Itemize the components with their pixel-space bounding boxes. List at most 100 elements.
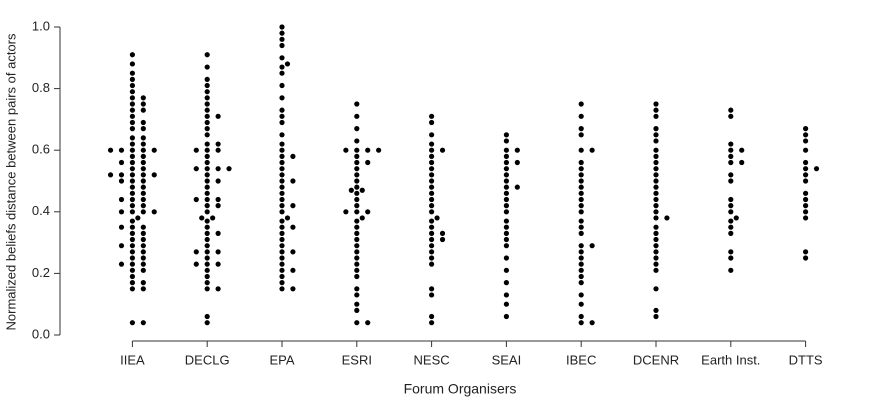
data-point [140, 230, 146, 236]
data-point [354, 113, 360, 119]
data-point [653, 132, 659, 138]
data-point [140, 249, 146, 255]
data-point [439, 230, 446, 236]
data-point [193, 249, 199, 255]
data-point [204, 184, 210, 190]
data-point [118, 196, 125, 203]
data-point [578, 218, 584, 224]
data-point [728, 178, 734, 184]
data-point [578, 261, 584, 267]
data-point [204, 76, 210, 82]
y-axis-title: Normalized beliefs distance between pair… [3, 33, 18, 330]
data-point [204, 147, 210, 153]
data-point [578, 280, 584, 286]
data-point [204, 203, 210, 209]
data-point [129, 119, 135, 126]
x-tick-label: EPA [269, 352, 294, 367]
data-point [503, 203, 509, 209]
data-point [728, 224, 734, 230]
data-point [279, 267, 285, 273]
data-point [429, 159, 435, 166]
data-point [193, 147, 199, 153]
data-point [429, 313, 435, 320]
data-point [503, 178, 509, 184]
data-point [728, 203, 734, 209]
data-point [653, 261, 659, 267]
data-point [578, 230, 584, 236]
data-point [354, 159, 360, 166]
data-point [365, 159, 371, 166]
data-point [354, 209, 360, 215]
data-point [728, 230, 734, 236]
data-point [279, 196, 285, 203]
data-point [578, 147, 584, 153]
data-point [354, 224, 360, 230]
data-point [803, 138, 809, 144]
data-point [129, 126, 135, 132]
data-point [107, 147, 114, 153]
data-point [354, 203, 360, 209]
data-point [354, 126, 360, 132]
data-point [279, 230, 285, 236]
data-point [204, 101, 210, 107]
data-point [578, 159, 584, 166]
data-point [503, 132, 509, 138]
data-point [140, 107, 146, 113]
data-point [215, 261, 221, 267]
data-point [129, 89, 135, 95]
data-point [429, 320, 435, 326]
data-point [129, 107, 135, 113]
data-point [204, 132, 210, 138]
data-point [129, 178, 135, 184]
data-point [140, 141, 146, 147]
data-point [140, 135, 146, 141]
data-point [129, 190, 135, 196]
data-point [429, 249, 435, 255]
data-point [578, 101, 584, 107]
data-point [653, 224, 659, 230]
data-point [118, 147, 125, 153]
data-point [129, 203, 135, 209]
data-point [503, 301, 509, 307]
data-point [204, 218, 210, 224]
data-point [578, 292, 584, 298]
data-point [140, 255, 146, 261]
data-point [653, 255, 659, 261]
data-point [210, 215, 216, 221]
data-point [129, 184, 135, 190]
data-point [653, 286, 659, 292]
data-point [803, 178, 809, 184]
data-point [140, 126, 146, 132]
data-point [728, 172, 734, 178]
data-point [204, 52, 210, 58]
data-point [429, 184, 435, 190]
data-point [429, 172, 435, 178]
data-point [429, 153, 435, 159]
data-point [429, 166, 435, 172]
data-point [204, 113, 210, 119]
data-point [279, 178, 285, 184]
data-point [118, 172, 125, 178]
data-point [279, 261, 285, 267]
data-point [215, 113, 221, 119]
data-point [653, 159, 659, 166]
data-point [140, 243, 146, 249]
data-point [279, 55, 285, 61]
data-point [279, 209, 285, 215]
data-point [204, 209, 210, 215]
data-point [279, 107, 285, 113]
data-point [279, 172, 285, 178]
x-tick-label: SEAI [492, 352, 522, 367]
data-point [354, 249, 360, 255]
data-point [728, 249, 734, 255]
data-point [279, 249, 285, 255]
y-tick-label: 0.4 [32, 203, 50, 218]
data-point [354, 320, 360, 326]
data-point [514, 184, 520, 190]
data-point [215, 203, 221, 209]
data-point [664, 215, 670, 221]
data-point [215, 166, 221, 172]
data-point [578, 301, 584, 307]
data-point [290, 286, 296, 292]
data-point [653, 267, 659, 273]
